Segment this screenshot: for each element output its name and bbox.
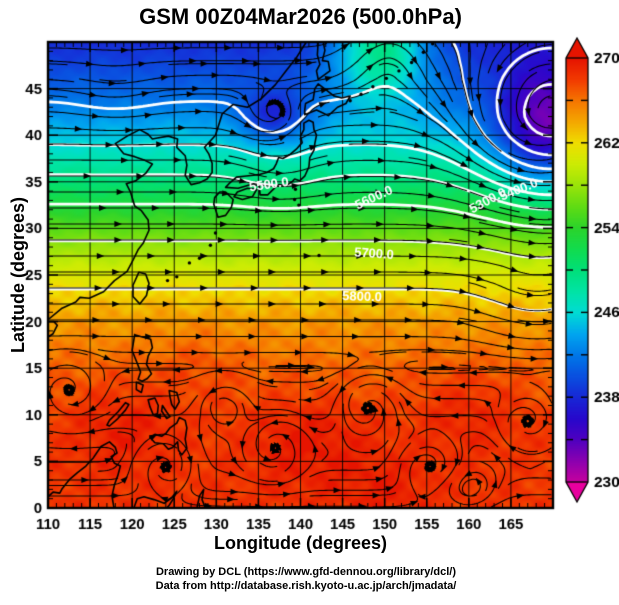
data-source-line: Data from http://database.rish.kyoto-u.a… [155,580,457,592]
x-axis-title: Longitude (degrees) [213,533,387,553]
y-axis-title: Latitude (degrees) [8,196,28,354]
credit-line: Drawing by DCL (https://www.gfd-dennou.o… [155,566,457,578]
chart-title: GSM 00Z04Mar2026 (500.0hPa) [139,4,462,29]
